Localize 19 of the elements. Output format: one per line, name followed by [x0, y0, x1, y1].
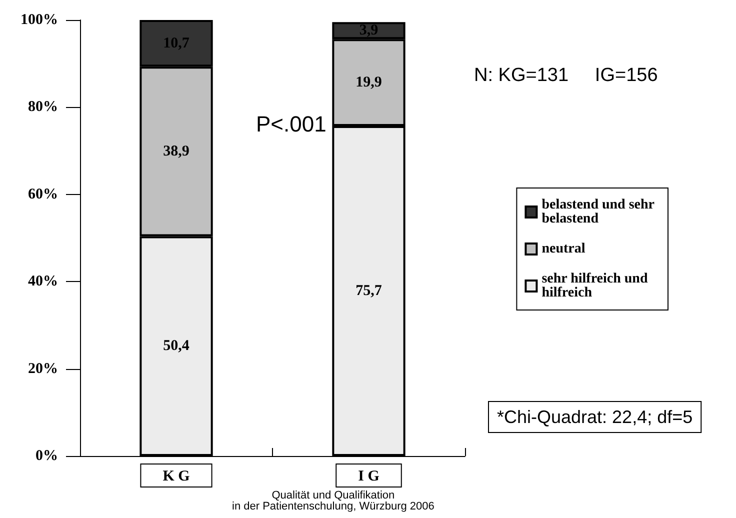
y-tick-label: 100% [20, 12, 58, 28]
y-tick-label: 40% [28, 274, 58, 290]
data-label: 50,4 [163, 338, 190, 354]
text: Qualität und Qualifikation in der Patientenschulung, Würzburg 2006 [232, 490, 434, 512]
legend-label: sehr hilfreich und hilfreich [542, 272, 652, 300]
y-tick-label: 0% [36, 448, 58, 464]
text: N: KG=131 IG=156 [474, 65, 658, 86]
y-tick-label: 60% [28, 186, 58, 202]
legend-label: neutral [542, 242, 586, 256]
annotation: P<.001 [256, 112, 326, 136]
y-tick-label: 20% [28, 360, 58, 377]
legend-label: belastend und sehr belastend [542, 198, 658, 226]
x-tick-label: I G [358, 468, 380, 484]
data-label: 38,9 [163, 143, 190, 160]
y-tick-label: 80% [28, 99, 58, 116]
text: *Chi-Quadrat: 22,4; df=5 [497, 407, 693, 427]
x-tick-label: K G [162, 468, 190, 484]
data-label: 19,9 [356, 74, 382, 91]
data-label: 75,7 [356, 282, 382, 299]
